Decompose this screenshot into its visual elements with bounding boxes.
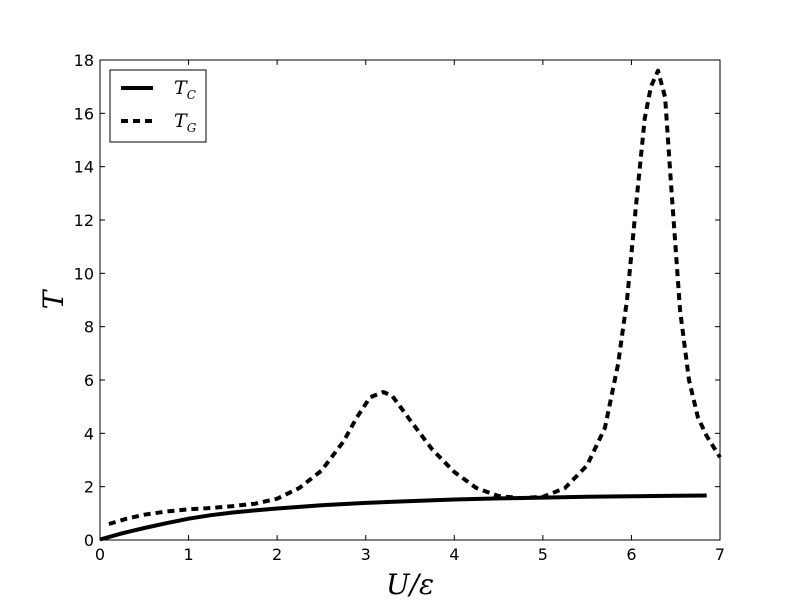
x-tick-label: 4 <box>449 545 459 564</box>
x-axis-ticks: 0 1 2 3 4 5 6 7 <box>95 60 725 564</box>
x-tick-label: 0 <box>95 545 105 564</box>
x-tick-label: 1 <box>183 545 193 564</box>
y-tick-label: 8 <box>84 318 94 337</box>
y-tick-label: 6 <box>84 371 94 390</box>
x-tick-label: 5 <box>538 545 548 564</box>
y-tick-label: 16 <box>74 104 94 123</box>
x-axis-label: U/ε <box>386 568 434 600</box>
y-axis-ticks: 0 2 4 6 8 10 12 14 16 18 <box>74 51 720 550</box>
y-tick-label: 2 <box>84 478 94 497</box>
y-tick-label: 10 <box>74 264 94 283</box>
x-tick-label: 2 <box>272 545 282 564</box>
legend-label-tg: TG <box>174 110 197 135</box>
y-tick-label: 14 <box>74 158 94 177</box>
y-axis-label: T <box>37 288 70 309</box>
series-group <box>99 68 722 542</box>
y-tick-label: 4 <box>84 424 94 443</box>
y-tick-label: 0 <box>84 531 94 550</box>
legend: TC TG <box>109 69 207 143</box>
x-tick-label: 7 <box>715 545 725 564</box>
series-line-t-g <box>108 68 722 526</box>
series-line-t-c <box>99 493 707 542</box>
y-tick-label: 12 <box>74 211 94 230</box>
legend-label-tc: TC <box>174 77 196 102</box>
legend-box <box>109 69 207 143</box>
y-tick-label: 18 <box>74 51 94 70</box>
x-tick-label: 6 <box>626 545 636 564</box>
plot-frame <box>99 59 721 541</box>
x-tick-label: 3 <box>361 545 371 564</box>
